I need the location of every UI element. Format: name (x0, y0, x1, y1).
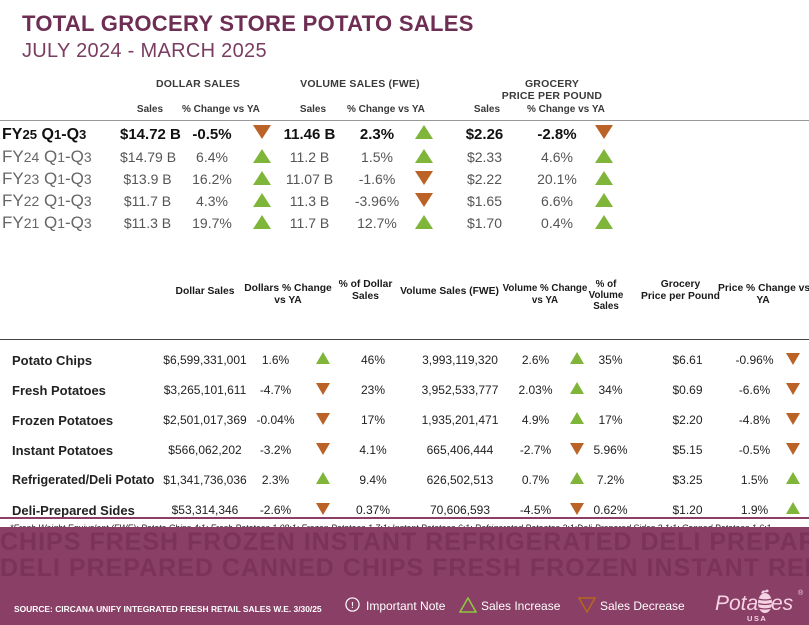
svg-text:!: ! (351, 601, 354, 610)
svg-text:es: es (771, 592, 794, 615)
svg-text:USA: USA (747, 614, 767, 623)
svg-text:®: ® (798, 589, 804, 597)
svg-text:Potat: Potat (715, 592, 765, 615)
